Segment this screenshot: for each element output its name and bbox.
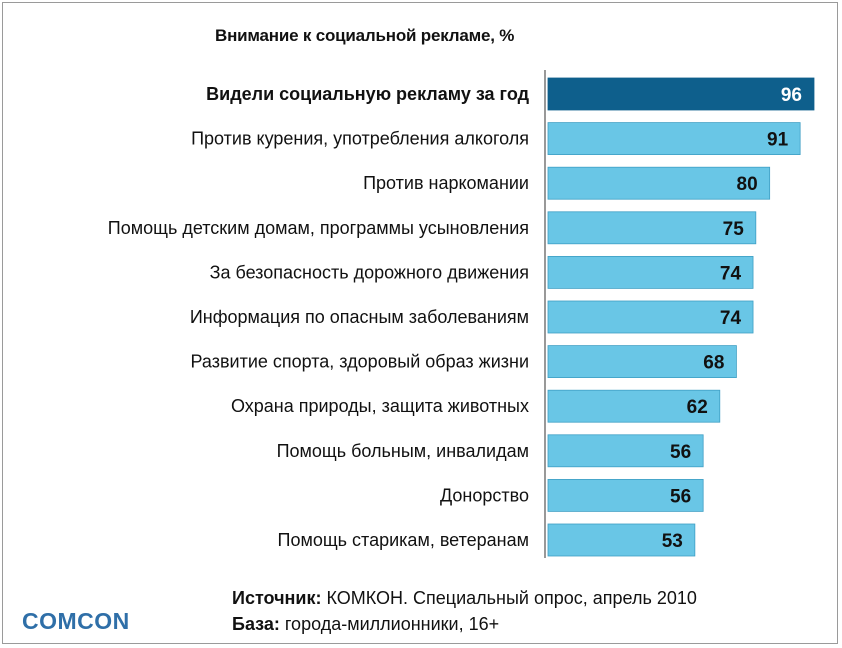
bar-8 [547, 434, 704, 468]
category-label-0: Видели социальную рекламу за год [206, 84, 529, 104]
source-label: Источник: [232, 588, 322, 608]
value-label-6: 68 [703, 353, 724, 374]
category-label-3: Помощь детским домам, программы усыновле… [108, 218, 529, 238]
category-label-4: За безопасность дорожного движения [210, 262, 529, 282]
value-label-3: 75 [723, 219, 745, 240]
value-label-4: 74 [720, 263, 742, 284]
bar-9 [547, 478, 704, 512]
value-label-9: 56 [670, 486, 691, 507]
value-label-1: 91 [767, 130, 789, 151]
category-label-9: Донорство [440, 485, 529, 505]
category-label-10: Помощь старикам, ветеранам [278, 530, 529, 550]
comcon-logo: COMCON [22, 608, 130, 634]
bar-3 [547, 211, 757, 245]
category-label-2: Против наркомании [363, 173, 529, 193]
base-line: База: города-миллионники, 16+ [232, 614, 499, 635]
bar-4 [547, 255, 754, 289]
bar-5 [547, 300, 754, 334]
value-label-7: 62 [687, 397, 708, 418]
bar-7 [547, 389, 721, 423]
bar-6 [547, 345, 737, 379]
value-label-5: 74 [720, 308, 742, 329]
source-line: Источник: КОМКОН. Специальный опрос, апр… [232, 588, 697, 609]
category-label-1: Против курения, употребления алкоголя [191, 129, 529, 149]
value-label-0: 96 [781, 85, 802, 106]
base-text: города-миллионники, 16+ [279, 614, 500, 634]
value-label-10: 53 [662, 531, 683, 552]
value-label-2: 80 [737, 174, 758, 195]
category-label-6: Развитие спорта, здоровый образ жизни [190, 352, 529, 372]
category-label-5: Информация по опасным заболеваниям [190, 307, 529, 327]
bar-2 [547, 166, 771, 200]
bar-1 [547, 122, 801, 155]
category-label-8: Помощь больным, инвалидам [277, 441, 529, 461]
bar-0 [547, 77, 815, 111]
chart-title: Внимание к социальной рекламе, % [215, 26, 515, 45]
value-label-8: 56 [670, 442, 691, 463]
bar-10 [547, 523, 696, 557]
category-label-7: Охрана природы, защита животных [231, 396, 529, 416]
source-text: КОМКОН. Специальный опрос, апрель 2010 [321, 588, 697, 608]
base-label: База: [232, 614, 280, 634]
